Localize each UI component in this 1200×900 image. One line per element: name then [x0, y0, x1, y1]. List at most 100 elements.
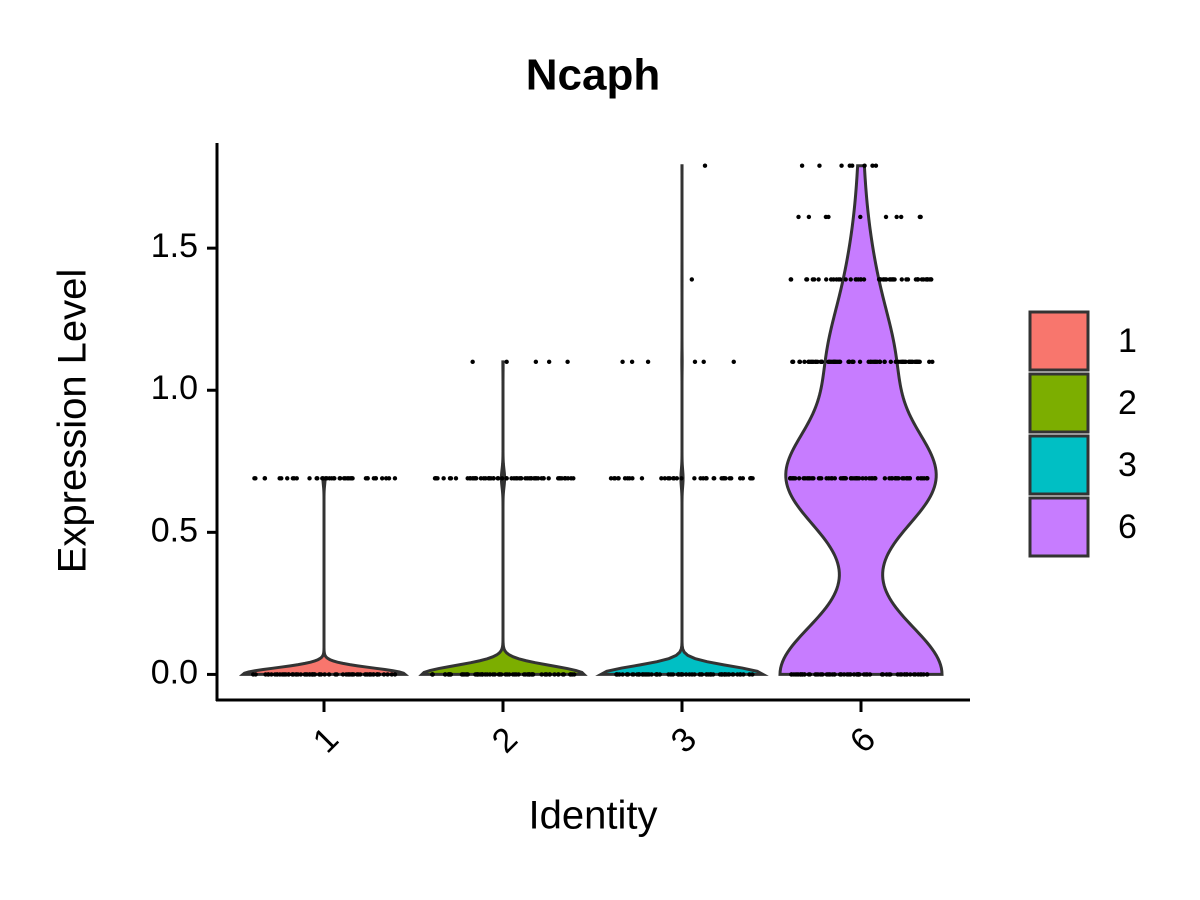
- data-point: [836, 277, 842, 282]
- data-point: [345, 672, 351, 677]
- legend-swatch: [1028, 372, 1090, 434]
- data-point: [571, 476, 576, 481]
- data-point: [854, 476, 859, 481]
- data-point: [689, 277, 695, 282]
- data-point: [858, 214, 863, 220]
- data-point: [478, 476, 484, 481]
- data-point: [654, 672, 660, 677]
- data-point: [332, 476, 337, 481]
- data-point: [334, 672, 339, 677]
- data-point: [320, 476, 326, 481]
- data-point: [430, 672, 435, 677]
- data-point: [556, 672, 561, 677]
- data-point: [365, 476, 370, 481]
- data-point: [846, 359, 851, 365]
- data-point: [483, 476, 488, 481]
- data-point: [496, 672, 502, 677]
- data-point: [921, 476, 927, 481]
- data-point: [625, 476, 630, 481]
- data-point: [896, 359, 901, 365]
- data-point: [252, 476, 257, 481]
- data-point: [250, 672, 256, 677]
- data-point: [856, 672, 861, 677]
- data-point: [269, 672, 274, 677]
- data-point: [337, 476, 342, 481]
- data-point: [529, 672, 535, 677]
- data-point: [804, 277, 810, 282]
- data-point: [373, 476, 378, 481]
- data-point: [565, 359, 570, 365]
- x-tick-label: 1: [306, 720, 346, 760]
- data-point: [799, 163, 805, 168]
- data-point: [636, 672, 641, 677]
- data-point: [877, 359, 882, 365]
- data-point: [485, 672, 490, 677]
- data-point: [616, 476, 621, 481]
- data-point: [392, 672, 398, 677]
- data-point: [692, 672, 697, 677]
- data-point: [809, 476, 815, 481]
- legend-swatch: [1028, 496, 1090, 558]
- data-point: [747, 672, 752, 677]
- data-point: [315, 476, 320, 481]
- data-point: [504, 359, 509, 365]
- data-point: [307, 476, 312, 481]
- data-point: [882, 359, 887, 365]
- legend-swatch: [1028, 310, 1090, 372]
- data-point: [918, 214, 923, 220]
- data-point: [568, 672, 574, 677]
- data-point: [662, 476, 668, 481]
- y-tick-label: 0.5: [151, 511, 198, 549]
- data-point: [806, 214, 812, 220]
- data-point: [895, 672, 900, 677]
- data-point: [790, 359, 795, 365]
- data-point: [870, 163, 875, 168]
- data-point: [447, 476, 453, 481]
- data-point: [828, 277, 834, 282]
- data-point: [474, 672, 479, 677]
- data-point: [797, 359, 803, 365]
- data-point: [900, 359, 905, 365]
- data-point: [824, 277, 829, 282]
- data-point: [796, 672, 801, 677]
- data-point: [496, 476, 501, 481]
- legend-label: 6: [1118, 508, 1137, 546]
- data-point: [915, 476, 921, 481]
- violin: [595, 164, 769, 676]
- data-point: [645, 672, 650, 677]
- data-point: [514, 476, 520, 481]
- data-point: [832, 672, 837, 677]
- data-point: [262, 476, 268, 481]
- data-point: [679, 476, 684, 481]
- legend-swatch: [1028, 434, 1090, 496]
- data-point: [630, 476, 635, 481]
- data-point: [666, 672, 671, 677]
- data-point: [383, 476, 389, 481]
- data-point: [473, 476, 478, 481]
- data-point: [552, 672, 557, 677]
- data-point: [441, 476, 446, 481]
- y-tick-label: 0.0: [151, 653, 198, 691]
- data-point: [322, 672, 327, 677]
- data-point: [883, 214, 889, 220]
- data-point: [904, 277, 909, 282]
- legend-label: 2: [1118, 384, 1137, 422]
- data-point: [730, 672, 735, 677]
- violin: [418, 360, 588, 676]
- data-point: [442, 672, 448, 677]
- data-point: [857, 359, 863, 365]
- data-point: [326, 672, 332, 677]
- x-tick-label: 6: [843, 720, 883, 760]
- data-point: [470, 359, 475, 365]
- data-point: [927, 277, 933, 282]
- data-point: [645, 359, 651, 365]
- data-point: [719, 476, 724, 481]
- data-point: [907, 476, 912, 481]
- data-point: [629, 359, 635, 365]
- data-point: [702, 163, 708, 168]
- data-point: [899, 277, 904, 282]
- data-point: [310, 672, 315, 677]
- data-point: [819, 359, 824, 365]
- data-point: [509, 476, 514, 481]
- data-point: [446, 672, 452, 677]
